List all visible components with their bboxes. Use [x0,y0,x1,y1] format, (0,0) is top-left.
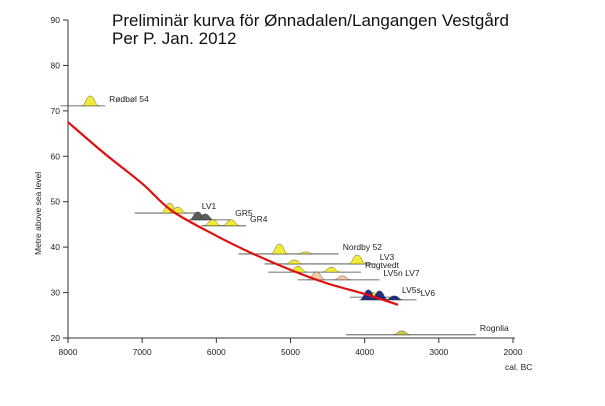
sample-label: LV3 [380,252,395,262]
sample-label: LV5n LV7 [384,268,420,278]
sample-lv5s: LV5s [349,285,421,298]
probability-peak [285,259,304,265]
x-tick-label: 5000 [281,347,300,357]
sample-lv6: LV6 [359,288,436,301]
title-line: Preliminär kurva för Ønnadalen/Langangen… [112,11,509,30]
x-tick-label: 4000 [355,347,374,357]
sample-lv3: LV3 [264,252,395,265]
sample-gr5: GR5 [188,208,253,221]
sample-nordby-52: Nordby 52 [238,242,382,255]
sample-lv1: LV1 [134,201,217,214]
sample-label: Nordby 52 [343,242,382,252]
y-tick-label: 50 [51,197,61,207]
curve [67,121,399,306]
y-tick-label: 60 [51,151,61,161]
probability-peak [348,254,367,265]
probability-peak [296,251,315,255]
x-axis-label: cal. BC [505,362,532,372]
sample-label: GR5 [235,208,253,218]
sample-label: Rugtvedt [365,260,400,270]
sample-label: Rognlia [480,323,509,333]
x-tick-label: 3000 [429,347,448,357]
sample-r-db-l-54: Rødbøl 54 [60,94,149,107]
y-tick-label: 90 [51,15,61,25]
probability-peak [385,295,404,301]
probability-peak [222,219,241,226]
y-tick-label: 30 [51,288,61,298]
x-tick-label: 7000 [133,347,152,357]
sample-rugtvedt: Rugtvedt [268,260,400,273]
y-tick-label: 40 [51,242,61,252]
sample-label: GR4 [250,214,268,224]
probability-peak [203,219,222,226]
sample-label: LV5s [402,285,421,295]
sample-label: LV1 [202,201,217,211]
probability-peak [392,330,411,336]
y-tick-label: 70 [51,106,61,116]
sample-lv5n-lv7: LV5n LV7 [297,268,420,281]
sample-gr4: GR4 [201,214,268,227]
sample-label: Rødbøl 54 [109,94,149,104]
probability-peak [333,275,352,281]
y-axis-label: Metre above sea level [33,172,43,255]
x-tick-label: 8000 [59,347,78,357]
axes: 8000 7000 6000 5000 4000 3000 2000 20 30 40 50 60 70… [51,15,523,357]
chart-title: Preliminär kurva för Ønnadalen/Langangen… [112,12,509,48]
sample-label: LV6 [421,288,436,298]
probability-peak [270,243,289,255]
subtitle-line: Per P. Jan. 2012 [112,29,237,48]
y-tick-label: 20 [51,333,61,343]
x-tick-label: 2000 [504,347,523,357]
probability-peak [196,213,215,221]
y-tick-label: 80 [51,60,61,70]
x-tick-label: 6000 [207,347,226,357]
shoreline-curve [67,121,399,306]
probability-peak [81,95,100,107]
probability-peak [322,266,341,273]
sample-rognlia: Rognlia [346,323,509,336]
